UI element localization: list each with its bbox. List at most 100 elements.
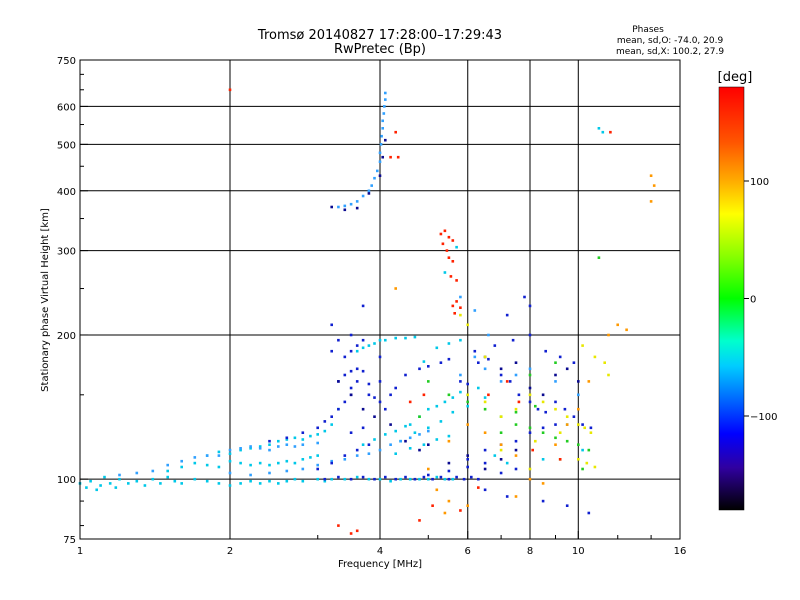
data-point — [508, 380, 512, 383]
data-point — [422, 360, 426, 363]
data-point — [528, 467, 532, 471]
data-point — [228, 471, 232, 475]
data-point — [565, 423, 569, 426]
data-point — [447, 357, 451, 361]
data-point — [285, 436, 289, 440]
data-point — [367, 452, 371, 455]
data-point — [343, 400, 347, 404]
data-point — [544, 410, 547, 414]
data-point — [330, 205, 333, 209]
data-point — [473, 349, 477, 353]
x-tick-label: 4 — [377, 546, 383, 557]
data-point — [349, 386, 353, 390]
data-point — [355, 206, 359, 210]
data-point — [118, 473, 121, 477]
data-point — [268, 471, 271, 475]
data-point — [258, 482, 262, 485]
data-point — [447, 434, 451, 438]
data-point — [384, 433, 387, 436]
data-point — [514, 423, 518, 426]
data-point — [577, 393, 580, 397]
y-tick-label: 200 — [57, 331, 76, 342]
data-point — [277, 439, 280, 443]
data-point — [367, 382, 371, 386]
data-point — [268, 443, 271, 446]
data-point — [439, 361, 443, 364]
y-tick-label: 300 — [57, 247, 76, 258]
data-point — [166, 469, 169, 473]
data-point — [343, 208, 347, 212]
y-axis-label: Stationary phase Virtual Height [km] — [40, 208, 51, 392]
y-tick-label: 500 — [57, 140, 76, 151]
data-point — [577, 423, 580, 426]
data-point — [473, 309, 477, 312]
data-point — [418, 367, 421, 371]
data-point — [361, 194, 365, 198]
y-axis-ticks: 75 100 200 300 400 500 600 750 — [57, 56, 88, 546]
data-point — [378, 477, 382, 481]
data-point — [228, 459, 232, 463]
data-point — [330, 415, 333, 418]
data-point — [239, 482, 242, 485]
data-point — [459, 390, 462, 394]
data-point — [499, 373, 503, 377]
y-tick-label: 100 — [57, 475, 76, 486]
data-point — [249, 479, 252, 483]
data-point — [228, 88, 232, 92]
data-point — [378, 174, 382, 177]
data-point — [389, 443, 392, 446]
data-point — [135, 479, 139, 483]
data-point — [367, 344, 371, 347]
data-point — [589, 431, 593, 434]
data-point — [95, 488, 98, 492]
data-point — [459, 306, 462, 309]
data-point — [528, 393, 532, 397]
data-point — [404, 373, 407, 377]
data-point — [180, 482, 183, 485]
data-point — [483, 448, 487, 452]
data-point — [418, 448, 421, 452]
data-point — [477, 386, 480, 390]
data-point — [427, 473, 430, 477]
data-point — [173, 479, 177, 483]
data-point — [459, 295, 462, 299]
data-point — [114, 486, 118, 489]
data-point — [217, 450, 221, 454]
data-point — [607, 373, 610, 377]
data-point — [487, 393, 490, 397]
stats-header: Phases — [632, 25, 664, 35]
data-point — [361, 426, 365, 430]
y-tick-label: 750 — [57, 56, 76, 67]
data-point — [459, 373, 462, 377]
data-point — [408, 400, 412, 404]
data-point — [451, 239, 455, 242]
data-point — [431, 477, 434, 481]
data-point — [581, 467, 584, 471]
data-point — [268, 479, 271, 483]
data-point — [228, 448, 232, 452]
data-point — [413, 431, 417, 434]
data-point — [483, 355, 487, 359]
x-axis-label: Frequency [MHz] — [338, 559, 422, 570]
data-point — [378, 338, 382, 342]
data-point — [514, 495, 518, 498]
data-point — [361, 346, 365, 350]
data-point — [381, 155, 384, 159]
data-point — [301, 467, 305, 471]
data-point — [601, 130, 605, 134]
data-point — [422, 443, 426, 446]
data-point — [343, 355, 347, 359]
data-point — [399, 477, 402, 481]
data-point — [587, 511, 591, 515]
data-point — [447, 393, 451, 397]
data-point — [396, 155, 400, 159]
data-point — [330, 323, 333, 327]
data-point — [447, 469, 451, 473]
data-point — [323, 420, 327, 423]
data-point — [151, 477, 155, 481]
data-point — [378, 355, 382, 359]
data-point — [477, 486, 480, 489]
data-point — [470, 475, 473, 479]
data-point — [427, 443, 430, 446]
data-point — [554, 423, 557, 426]
